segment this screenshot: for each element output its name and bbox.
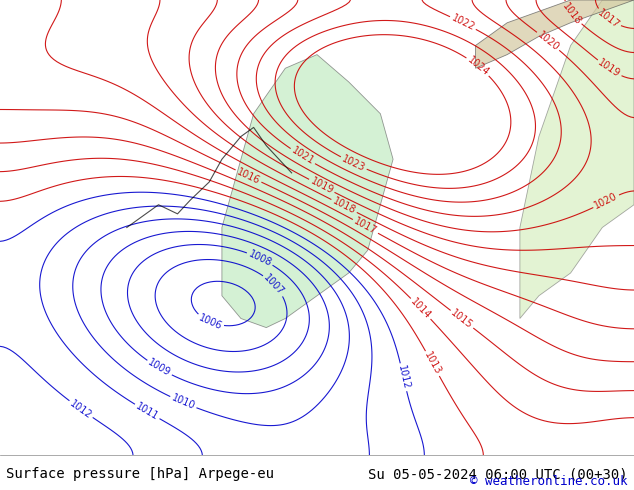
Polygon shape [476,0,634,68]
Text: 1018: 1018 [331,196,358,216]
Text: 1014: 1014 [409,296,433,321]
Text: 1019: 1019 [309,176,335,196]
Text: 1010: 1010 [170,393,197,412]
Text: Surface pressure [hPa] Arpege-eu: Surface pressure [hPa] Arpege-eu [6,467,275,481]
Text: 1006: 1006 [197,313,224,331]
Text: 1007: 1007 [262,272,286,297]
Text: 1017: 1017 [596,7,621,30]
Text: 1009: 1009 [146,358,172,379]
Text: 1015: 1015 [449,308,475,331]
Text: 1011: 1011 [134,401,160,422]
Text: 1019: 1019 [596,58,622,79]
Text: 1021: 1021 [290,146,316,167]
Text: 1018: 1018 [560,1,583,26]
Text: 1020: 1020 [593,191,619,211]
Text: 1008: 1008 [247,248,273,268]
Text: 1012: 1012 [68,398,94,420]
Text: 1012: 1012 [396,364,411,391]
Text: © weatheronline.co.uk: © weatheronline.co.uk [470,475,628,488]
Text: 1017: 1017 [353,216,378,237]
Polygon shape [222,54,393,328]
Text: 1023: 1023 [340,153,367,173]
Text: 1022: 1022 [450,13,476,33]
Text: Su 05-05-2024 06:00 UTC (00+30): Su 05-05-2024 06:00 UTC (00+30) [368,467,628,481]
Text: 1013: 1013 [422,350,443,377]
Text: 1020: 1020 [536,29,561,53]
Text: 1024: 1024 [465,55,491,78]
Text: 1016: 1016 [235,166,262,186]
Polygon shape [520,0,634,318]
